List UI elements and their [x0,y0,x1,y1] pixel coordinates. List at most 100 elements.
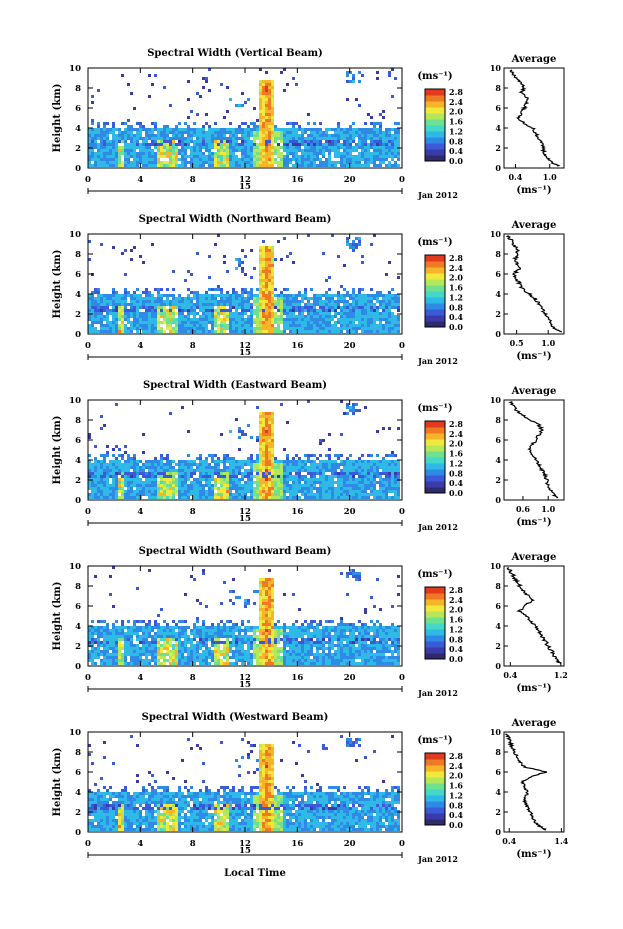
heatmap-cell [343,303,346,306]
heatmap-cell [271,164,274,167]
heatmap-cell [238,463,241,466]
heatmap-cell [190,460,193,463]
heatmap-cell [280,137,283,140]
heatmap-cell [385,164,388,167]
heatmap-cell [103,297,106,300]
heatmap-cell [271,466,274,469]
heatmap-cell [97,466,100,469]
heatmap-cell [262,602,265,605]
heatmap-cell [145,291,148,294]
heatmap-cell [136,152,139,155]
heatmap-cell [271,490,274,493]
heatmap-cell [271,315,274,318]
heatmap-cell [316,481,319,484]
average-x-label: (ms⁻¹) [516,517,551,528]
heatmap-cell [286,457,289,460]
heatmap-cell [178,327,181,330]
heatmap-cell [352,149,355,152]
heatmap-cell [376,309,379,312]
heatmap-cell [118,324,121,327]
heatmap-cell [211,294,214,297]
heatmap-cell [292,327,295,330]
heatmap-cell [163,318,166,321]
heatmap-cell [145,155,148,158]
heatmap-cell [235,418,238,421]
heatmap-cell [334,306,337,309]
heatmap-cell [388,327,391,330]
heatmap-cell [196,620,199,623]
heatmap-cell [109,463,112,466]
heatmap-cell [364,318,367,321]
heatmap-cell [172,270,175,273]
heatmap-cell [283,481,286,484]
heatmap-cell [151,158,154,161]
heatmap-cell [205,626,208,629]
heatmap-cell [151,306,154,309]
heatmap-cell [241,137,244,140]
heatmap-cell [127,303,130,306]
colorbar-unit: (ms⁻¹) [417,403,452,414]
heatmap-cell [340,321,343,324]
heatmap-cell [334,463,337,466]
heatmap-cell [142,466,145,469]
heatmap-cell [145,318,148,321]
heatmap-cell [178,620,181,623]
heatmap-cell [373,137,376,140]
heatmap-cell [238,327,241,330]
heatmap-cell [265,487,268,490]
heatmap-cell [220,327,223,330]
heatmap-cell [163,300,166,303]
heatmap-cell [271,143,274,146]
heatmap-cell [175,324,178,327]
heatmap-cell [214,146,217,149]
heatmap-cell [394,318,397,321]
heatmap-cell [337,321,340,324]
heatmap-cell [385,140,388,143]
heatmap-cell [277,324,280,327]
colorbar-swatch [425,101,445,108]
heatmap-cell [112,484,115,487]
heatmap-cell [118,472,121,475]
heatmap-cell [259,487,262,490]
heatmap-cell [367,297,370,300]
heatmap-cell [343,475,346,478]
heatmap-cell [361,623,364,626]
colorbar-swatch [425,261,445,268]
heatmap-cell [208,143,211,146]
heatmap-cell [271,303,274,306]
heatmap-cell [238,448,241,451]
heatmap-cell [223,327,226,330]
heatmap-cell [157,164,160,167]
heatmap-cell [337,146,340,149]
heatmap-cell [208,294,211,297]
heatmap-cell [172,288,175,291]
heatmap-cell [226,466,229,469]
heatmap-cell [226,164,229,167]
heatmap-cell [130,324,133,327]
heatmap-cell [265,617,268,620]
heatmap-cell [241,493,244,496]
heatmap-cell [370,140,373,143]
heatmap-cell [385,143,388,146]
heatmap-cell [196,493,199,496]
heatmap-cell [163,161,166,164]
heatmap-cell [259,92,262,95]
heatmap-cell [301,487,304,490]
heatmap-cell [307,457,310,460]
heatmap-cell [388,303,391,306]
heatmap-cell [340,481,343,484]
heatmap-cell [187,306,190,309]
heatmap-cell [214,158,217,161]
heatmap-cell [304,155,307,158]
heatmap-cell [307,303,310,306]
heatmap-cell [310,146,313,149]
heatmap-cell [142,291,145,294]
heatmap-cell [133,318,136,321]
heatmap-cell [301,300,304,303]
heatmap-cell [370,137,373,140]
heatmap-cell [166,288,169,291]
y-tick-label: 0 [75,330,81,340]
heatmap-cell [115,472,118,475]
heatmap-cell [322,321,325,324]
heatmap-cell [268,101,271,104]
